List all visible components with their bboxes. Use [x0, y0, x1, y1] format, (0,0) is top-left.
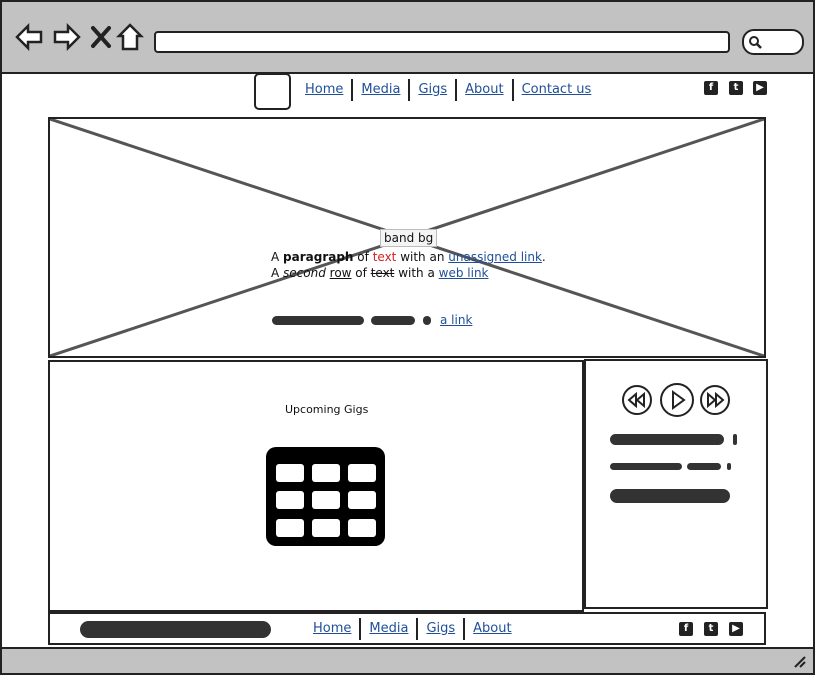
play-icon[interactable] — [659, 382, 695, 418]
italic-text: second — [283, 266, 326, 280]
scribble-text — [610, 463, 682, 470]
footer-nav: Home Media Gigs About — [305, 618, 520, 640]
url-input[interactable] — [154, 31, 730, 53]
text: A — [271, 250, 284, 264]
scribble-text — [610, 489, 730, 503]
main-nav: Home Media Gigs About Contact us — [297, 79, 599, 101]
hero-paragraph: A paragraph of text with an unassigned l… — [271, 249, 546, 281]
unassigned-link[interactable]: unassigned link — [448, 250, 542, 264]
back-icon[interactable] — [14, 22, 44, 52]
table-cell — [276, 491, 304, 509]
text: . — [541, 250, 546, 264]
forward-icon[interactable] — [52, 22, 82, 52]
browser-search-input[interactable] — [742, 29, 804, 55]
youtube-icon[interactable]: ▶ — [729, 622, 743, 636]
bold-text: paragraph — [283, 250, 354, 264]
hero-link[interactable]: a link — [440, 313, 473, 327]
nav-media[interactable]: Media — [361, 82, 401, 97]
resize-icon[interactable] — [793, 655, 807, 669]
media-player-panel — [584, 359, 768, 609]
rewind-icon[interactable] — [621, 384, 653, 416]
scribble-text — [272, 316, 364, 325]
scribble-text — [423, 316, 431, 325]
footer-nav-gigs[interactable]: Gigs — [426, 621, 456, 636]
text: A — [271, 266, 284, 280]
nav-separator — [416, 618, 419, 640]
twitter-icon[interactable]: t — [704, 622, 718, 636]
text: with a — [394, 266, 439, 280]
web-link[interactable]: web link — [438, 266, 489, 280]
table-icon[interactable] — [266, 447, 385, 546]
nav-home[interactable]: Home — [305, 82, 344, 97]
table-cell — [312, 464, 340, 482]
gigs-panel — [48, 360, 584, 612]
nav-separator — [511, 79, 514, 101]
footer-scribble-text — [80, 621, 271, 638]
underlined-text: row — [329, 266, 352, 280]
nav-separator — [351, 79, 354, 101]
text: of — [351, 266, 371, 280]
gigs-title: Upcoming Gigs — [285, 403, 369, 416]
scribble-text — [610, 434, 724, 445]
table-cell — [312, 491, 340, 509]
nav-separator — [359, 618, 362, 640]
nav-separator — [463, 618, 466, 640]
table-cell — [348, 491, 376, 509]
footer-nav-about[interactable]: About — [473, 621, 512, 636]
browser-status-bar — [0, 647, 815, 675]
footer-nav-media[interactable]: Media — [369, 621, 409, 636]
table-cell — [276, 519, 304, 537]
table-cell — [276, 464, 304, 482]
text: of — [353, 250, 373, 264]
facebook-icon[interactable]: f — [704, 81, 718, 95]
nav-separator — [408, 79, 411, 101]
hero-label: band bg — [380, 229, 438, 247]
scribble-text — [687, 463, 721, 470]
nav-gigs[interactable]: Gigs — [418, 82, 448, 97]
hero-line-2: A second row of text with a web link — [271, 265, 546, 281]
nav-contact[interactable]: Contact us — [521, 82, 592, 97]
text: with an — [396, 250, 449, 264]
nav-separator — [455, 79, 458, 101]
table-cell — [348, 464, 376, 482]
scribble-text — [727, 463, 731, 470]
youtube-icon[interactable]: ▶ — [753, 81, 767, 95]
close-icon[interactable] — [90, 25, 112, 49]
scribble-text — [371, 316, 415, 325]
footer-nav-home[interactable]: Home — [313, 621, 352, 636]
table-cell — [312, 519, 340, 537]
hero-line-1: A paragraph of text with an unassigned l… — [271, 249, 546, 265]
red-text: text — [372, 250, 397, 264]
twitter-icon[interactable]: t — [729, 81, 743, 95]
scribble-text — [733, 434, 737, 445]
logo-placeholder[interactable] — [254, 73, 291, 110]
table-cell — [348, 519, 376, 537]
home-icon[interactable] — [116, 22, 144, 52]
footer — [48, 612, 766, 645]
strikethrough-text: text — [370, 266, 395, 280]
nav-about[interactable]: About — [465, 82, 504, 97]
facebook-icon[interactable]: f — [679, 622, 693, 636]
search-icon — [749, 36, 762, 49]
fast-forward-icon[interactable] — [699, 384, 731, 416]
